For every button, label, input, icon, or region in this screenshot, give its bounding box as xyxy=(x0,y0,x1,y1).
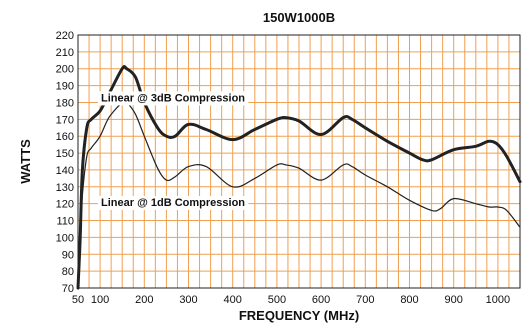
x-tick-label: 200 xyxy=(135,294,153,306)
y-tick-label: 140 xyxy=(56,165,74,177)
y-tick-label: 180 xyxy=(56,97,74,109)
y-tick-label: 100 xyxy=(56,232,74,244)
y-axis-label: WATTS xyxy=(18,139,33,184)
y-tick-label: 210 xyxy=(56,47,74,59)
y-tick-label: 110 xyxy=(56,216,74,228)
x-tick-label: 100 xyxy=(91,294,109,306)
y-tick-label: 150 xyxy=(56,148,74,160)
x-tick-label: 400 xyxy=(224,294,242,306)
grid-lines xyxy=(77,34,521,289)
series-1db-line xyxy=(77,100,521,289)
y-tick-label: 200 xyxy=(56,64,74,76)
x-tick-label: 900 xyxy=(445,294,463,306)
y-tick-label: 170 xyxy=(56,114,74,126)
y-tick-label: 190 xyxy=(56,81,74,93)
plot-border xyxy=(77,34,521,289)
annotation-1db: Linear @ 1dB Compression xyxy=(101,197,245,209)
annotation-background xyxy=(98,91,249,106)
x-axis-label: FREQUENCY (MHz) xyxy=(239,308,359,323)
x-tick-label: 50 xyxy=(72,294,84,306)
x-tick-label: 500 xyxy=(268,294,286,306)
annotation-background xyxy=(98,195,249,210)
x-tick-label: 300 xyxy=(179,294,197,306)
y-tick-label: 130 xyxy=(56,182,74,194)
tick-labels: 70 80 90 100 110 120 130 140 150 160 170 180 190 200 2… xyxy=(56,30,511,306)
annotation-3db: Linear @ 3dB Compression xyxy=(101,92,245,104)
y-tick-label: 90 xyxy=(62,249,74,261)
x-tick-label: 800 xyxy=(400,294,418,306)
y-tick-label: 80 xyxy=(62,266,74,278)
y-tick-label: 70 xyxy=(62,283,74,295)
annotations: Linear @ 3dB Compression Linear @ 1dB Com… xyxy=(98,91,249,210)
chart-title: 150W1000B xyxy=(263,10,335,25)
x-tick-label: 700 xyxy=(356,294,374,306)
x-tick-label: 1000 xyxy=(486,294,510,306)
y-tick-label: 160 xyxy=(56,131,74,143)
x-tick-label: 600 xyxy=(312,294,330,306)
y-tick-label: 220 xyxy=(56,30,74,42)
y-tick-label: 120 xyxy=(56,199,74,211)
